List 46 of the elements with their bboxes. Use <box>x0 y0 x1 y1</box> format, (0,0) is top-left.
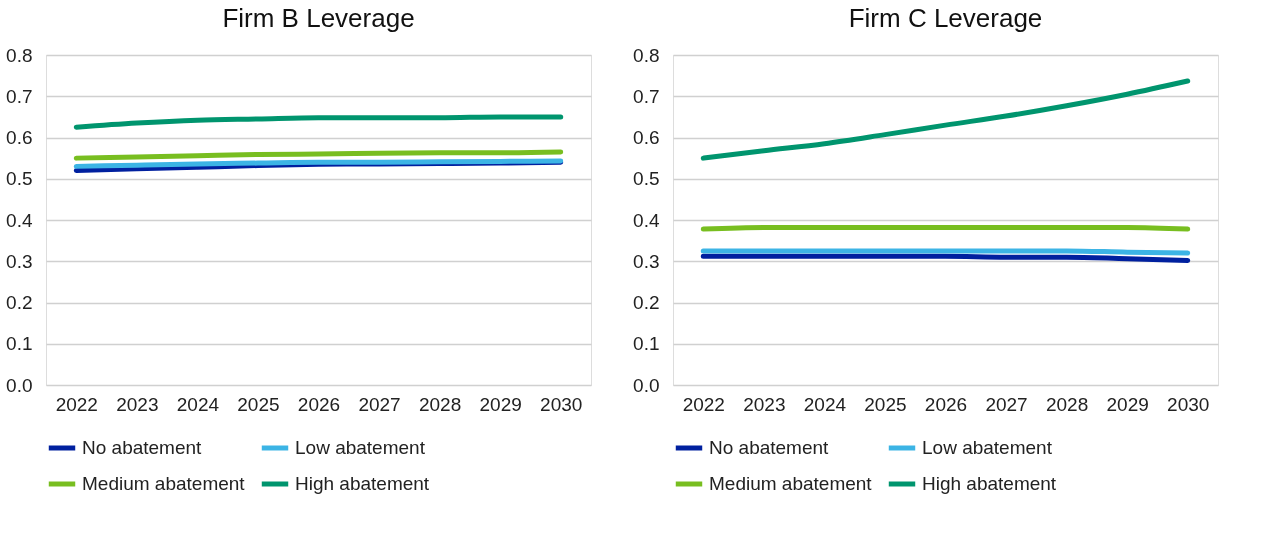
x-tick-label: 2026 <box>924 393 968 415</box>
y-tick-label: 0.0 <box>633 374 660 396</box>
legend-label: Medium abatement <box>709 473 873 494</box>
x-tick-label: 2025 <box>237 393 280 415</box>
x-tick-label: 2024 <box>176 393 220 415</box>
y-tick-label: 0.2 <box>633 292 660 313</box>
y-tick-label: 0.0 <box>6 374 33 396</box>
legend-label: High abatement <box>922 473 1057 494</box>
y-tick-label: 0.8 <box>6 44 33 66</box>
y-tick-label: 0.7 <box>6 85 33 107</box>
x-tick-label: 2029 <box>479 393 522 415</box>
legend-label: Low abatement <box>295 437 426 458</box>
y-tick-label: 0.5 <box>633 168 660 190</box>
x-tick-label: 2028 <box>418 393 462 415</box>
x-tick-label: 2022 <box>682 393 725 415</box>
y-tick-label: 0.7 <box>633 85 660 107</box>
x-tick-label: 2030 <box>540 393 583 415</box>
x-tick-label: 2022 <box>55 393 98 415</box>
x-tick-label: 2023 <box>743 393 786 415</box>
y-tick-label: 0.6 <box>633 127 660 148</box>
chart-title: Firm B Leverage <box>222 3 415 33</box>
y-tick-label: 0.3 <box>633 250 660 272</box>
x-tick-label: 2029 <box>1106 393 1149 415</box>
y-tick-label: 0.4 <box>6 209 33 231</box>
y-tick-label: 0.5 <box>6 168 33 190</box>
legend-label: No abatement <box>82 437 203 458</box>
legend-label: No abatement <box>709 437 830 458</box>
chart-title: Firm C Leverage <box>848 3 1043 33</box>
legend-label: Low abatement <box>922 437 1053 458</box>
x-tick-label: 2028 <box>1045 393 1089 415</box>
y-tick-label: 0.3 <box>6 250 33 272</box>
x-tick-label: 2027 <box>358 393 401 415</box>
y-tick-label: 0.4 <box>633 209 660 231</box>
x-tick-label: 2024 <box>803 393 847 415</box>
x-tick-label: 2026 <box>297 393 341 415</box>
x-tick-label: 2025 <box>864 393 907 415</box>
y-tick-label: 0.2 <box>6 292 33 313</box>
y-tick-label: 0.8 <box>633 44 660 66</box>
x-tick-label: 2023 <box>116 393 159 415</box>
y-tick-label: 0.6 <box>6 127 33 148</box>
y-tick-label: 0.1 <box>6 333 33 355</box>
x-tick-label: 2030 <box>1167 393 1210 415</box>
y-tick-label: 0.1 <box>633 333 660 355</box>
legend-label: Medium abatement <box>82 473 246 494</box>
x-tick-label: 2027 <box>985 393 1028 415</box>
legend-label: High abatement <box>295 473 430 494</box>
